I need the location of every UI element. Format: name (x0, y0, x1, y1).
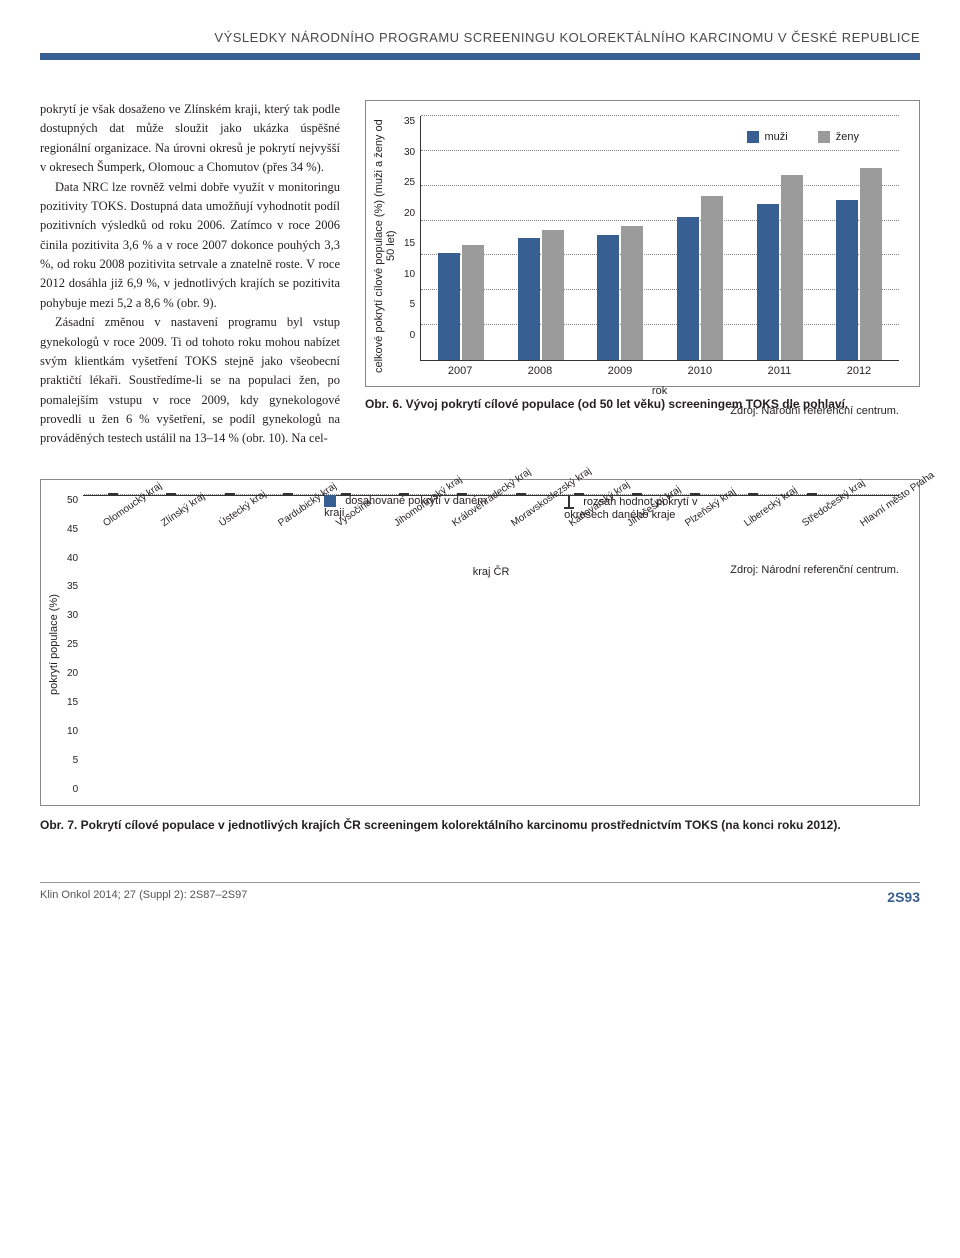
paragraph-2: Data NRC lze rovněž velmi dobře využít v… (40, 178, 340, 314)
chart7-y-label: pokrytí populace (%) (46, 495, 62, 795)
running-header: VÝSLEDKY NÁRODNÍHO PROGRAMU SCREENINGU K… (40, 30, 920, 45)
x-tick-label: Ústecký kraj (218, 500, 253, 529)
chart6-bars (421, 116, 899, 360)
x-tick-label: 2009 (608, 365, 632, 377)
chart6-y-ticks: 05101520253035 (399, 116, 420, 361)
x-tick-label: Hlavní město Praha (859, 500, 894, 529)
bar-group (757, 116, 803, 360)
bar-group (836, 116, 882, 360)
bar (677, 217, 699, 360)
bar (836, 200, 858, 360)
bar (438, 253, 460, 360)
bar (757, 204, 779, 360)
header-rule (40, 53, 920, 60)
journal-ref: Klin Onkol 2014; 27 (Suppl 2): 2S87–2S97 (40, 889, 247, 905)
paragraph-1: pokrytí je však dosaženo ve Zlínském kra… (40, 100, 340, 178)
bar (781, 175, 803, 360)
bar (462, 245, 484, 360)
chart6-plot-area: muži ženy (420, 116, 899, 361)
x-tick-label: 2011 (768, 365, 792, 377)
bar (518, 238, 540, 360)
x-tick-label: 2010 (688, 365, 712, 377)
chart6-x-title: rok (420, 385, 899, 397)
x-tick-label: Olomoucký kraj (101, 500, 136, 529)
bar (597, 235, 619, 360)
x-tick-label: Středočeský kraj (800, 500, 835, 529)
chart6-source: Zdroj: Národní referenční centrum. (420, 405, 899, 417)
error-bar-icon (564, 495, 574, 509)
bar-group (438, 116, 484, 360)
chart6-x-labels: 2007 2008 2009 2010 2011 2012 (420, 365, 899, 377)
chart6-y-label: celkové pokrytí cílové populace (%) (muž… (371, 116, 399, 376)
bar-group (677, 116, 723, 360)
x-tick-label: Pardubický kraj (276, 500, 311, 529)
x-tick-label: 2007 (448, 365, 472, 377)
bar (860, 168, 882, 360)
page-number: 2S93 (887, 889, 920, 905)
x-tick-label: 2012 (847, 365, 871, 377)
x-tick-label: Zlínský kraj (159, 500, 194, 529)
chart7-y-ticks: 05101520253035404550 (62, 495, 83, 795)
bar (542, 230, 564, 360)
chart-7-frame: pokrytí populace (%) 0510152025303540455… (40, 479, 920, 806)
x-tick-label: 2008 (528, 365, 552, 377)
bar (621, 226, 643, 360)
bar (701, 196, 723, 360)
body-text-column: pokrytí je však dosaženo ve Zlínském kra… (40, 100, 340, 449)
page-footer: Klin Onkol 2014; 27 (Suppl 2): 2S87–2S97… (40, 882, 920, 905)
chart7-caption: Obr. 7. Pokrytí cílové populace v jednot… (40, 818, 920, 832)
chart-6-frame: celkové pokrytí cílové populace (%) (muž… (365, 100, 920, 387)
x-tick-label: Liberecký kraj (742, 500, 777, 529)
paragraph-3: Zásadní změnou v nastavení programu byl … (40, 313, 340, 449)
bar-group (597, 116, 643, 360)
bar-group (518, 116, 564, 360)
